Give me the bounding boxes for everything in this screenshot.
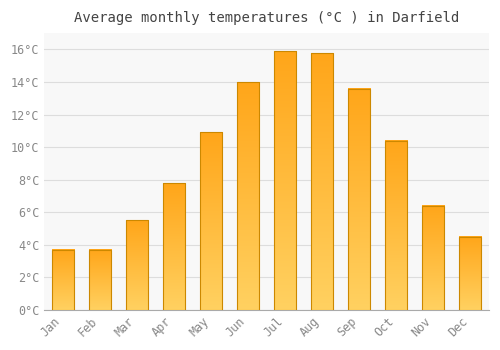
Bar xyxy=(52,250,74,310)
Bar xyxy=(237,82,260,310)
Bar xyxy=(460,237,481,310)
Title: Average monthly temperatures (°C ) in Darfield: Average monthly temperatures (°C ) in Da… xyxy=(74,11,460,25)
Bar xyxy=(348,89,370,310)
Bar xyxy=(89,250,111,310)
Bar xyxy=(126,220,148,310)
Bar xyxy=(385,141,407,310)
Bar xyxy=(200,132,222,310)
Bar xyxy=(163,183,185,310)
Bar xyxy=(422,206,444,310)
Bar xyxy=(311,53,334,310)
Bar xyxy=(274,51,296,310)
